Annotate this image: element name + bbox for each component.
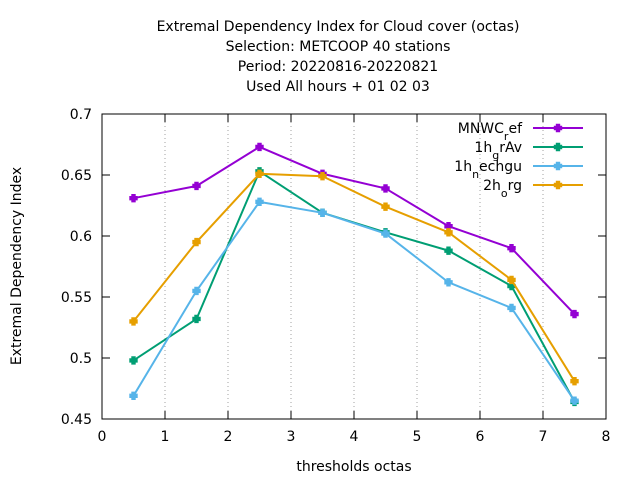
y-axis-label: Extremal Dependency Index [9,167,25,365]
data-point [381,229,390,238]
y-tick-label-4: 0.65 [61,168,92,184]
legend-marker-3 [553,180,563,190]
data-point [507,303,516,313]
x-tick-label-0: 0 [98,429,107,445]
data-point [570,376,579,386]
title-line-3: Period: 20220816-20220821 [238,59,438,75]
data-point [129,193,138,203]
data-point [192,286,201,296]
x-tick-label-8: 8 [602,429,611,445]
data-point [255,169,264,178]
legend-marker-1 [553,142,563,152]
title-line-4: Used All hours + 01 02 03 [246,79,430,95]
series-0 [129,142,579,319]
data-point [192,237,201,247]
x-tick-label-7: 7 [539,429,548,445]
y-tick-label-1: 0.5 [70,351,92,367]
data-point [507,244,516,253]
x-tick-label-2: 2 [224,429,233,445]
legend-marker-2 [553,161,563,171]
legend-marker-0 [553,123,563,133]
title-line-2: Selection: METCOOP 40 stations [226,39,451,55]
legend-label-0: MNWCref [458,121,523,143]
y-tick-label-0: 0.45 [61,412,92,428]
y-tick-label-5: 0.7 [70,107,92,123]
data-point [192,314,201,324]
y-tick-label-3: 0.6 [70,229,92,245]
grid [164,114,544,419]
x-tick-label-3: 3 [287,429,296,445]
data-point [444,228,453,237]
data-point [129,317,138,326]
x-tick-label-4: 4 [350,429,359,445]
series-line-0 [133,145,576,315]
data-point [507,275,516,285]
x-tick-label-5: 5 [413,429,422,445]
series-3 [129,169,579,386]
legend-label-2: 1hnechgu [454,159,522,181]
x-axis-label: thresholds octas [296,459,411,475]
chart-title: Extremal Dependency Index for Cloud cove… [157,19,520,95]
data-point [318,208,327,218]
data-point [570,396,579,405]
data-point [192,181,201,191]
data-point [129,391,138,401]
series-2 [129,197,579,405]
plot-border [101,113,607,420]
legend-label-1: 1hgrAv [474,140,522,162]
series-line-3 [132,172,576,382]
x-tick-label-1: 1 [161,429,170,445]
data-point [129,356,138,365]
data-point [318,172,327,181]
data-point [570,309,579,319]
x-tick-label-6: 6 [476,429,485,445]
title-line-1: Extremal Dependency Index for Cloud cove… [157,19,520,35]
data-point [381,202,390,211]
data-point [255,197,264,207]
series-layer [129,142,579,407]
data-point [444,278,453,287]
data-point [255,142,264,152]
axis-ticks: 0 1 2 3 4 5 6 7 8 0.45 0.5 0.55 0.6 0.65 0.7 [61,107,611,445]
legend-label-3: 2horg [483,178,522,200]
y-tick-label-2: 0.55 [61,290,92,306]
data-point [381,184,390,193]
series-line-2 [132,200,576,402]
data-point [444,246,453,255]
